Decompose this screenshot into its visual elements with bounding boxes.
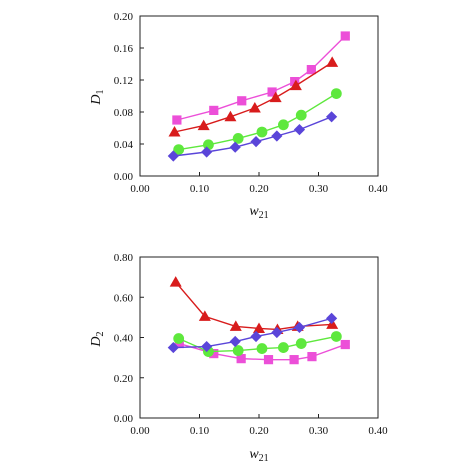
y-tick-label: 0.20 [114,373,134,385]
diamond-marker [250,136,262,148]
triangle-series [169,276,339,334]
square-marker [209,105,219,115]
chart-panel-1: 0.00 0.10 0.20 0.30 0.40 0.00 0.04 0.08 0.12 0.16… [89,11,388,221]
y-tick-label: 0.08 [114,107,134,119]
square-series [172,31,350,125]
x-tick-label: 0.40 [368,183,388,195]
x-tick-label: 0.00 [130,425,150,437]
y-tick-label: 0.40 [114,333,134,345]
chart-panel-2: 0.00 0.10 0.20 0.30 0.40 0.00 0.20 0.40 0.60 0.80… [89,252,388,464]
square-marker [236,354,246,364]
x-tick-label: 0.00 [130,183,150,195]
series-line [173,317,332,349]
triangle-marker [253,322,265,333]
square-marker [306,65,316,75]
y-tick-label: 0.16 [114,43,134,55]
diamond-marker [250,330,262,343]
x-axis-label: w21 [249,204,268,221]
circle-series [173,331,342,357]
square-marker [340,31,350,41]
square-marker [289,355,299,365]
x-tick-label: 0.20 [249,425,269,437]
x-tick-label: 0.20 [249,183,269,195]
y-tick-label: 0.00 [114,171,134,183]
square-marker [263,355,274,365]
triangle-marker [269,91,282,103]
circle-marker [173,333,185,344]
square-marker [209,349,219,359]
triangle-marker [169,276,182,287]
circle-marker [277,119,289,131]
diamond-marker [293,321,306,334]
circle-marker [232,133,244,144]
circle-marker [330,331,342,342]
x-tick-label: 0.30 [309,183,329,195]
x-tick-label: 0.10 [190,425,210,437]
diamond-marker [325,111,338,123]
triangle-marker [326,56,339,67]
diamond-marker [229,335,241,348]
diamond-marker [229,141,241,153]
series-line [175,281,333,331]
diamond-marker [167,150,179,162]
circle-marker [295,109,307,121]
diamond-marker [201,340,213,353]
triangle-marker [248,102,261,113]
diamond-marker [325,312,338,324]
square-marker [340,339,350,350]
y-tick-label: 0.60 [114,292,134,304]
diamond-marker [167,341,179,354]
triangle-marker [197,119,210,131]
square-marker [172,115,182,125]
y-tick-label: 0.20 [114,11,134,23]
y-axis-label-subscript: 1 [95,89,106,94]
diamond-marker [271,130,283,142]
triangle-marker [198,310,211,321]
y-tick-label: 0.80 [114,252,134,264]
x-tick-label: 0.40 [368,425,388,437]
triangle-series [168,56,339,137]
y-axis-label: D1 [89,89,106,105]
triangle-marker [229,320,242,331]
triangle-marker [326,318,339,329]
diamond-marker [201,146,213,158]
diamond-marker [293,124,306,136]
circle-marker [295,338,307,349]
y-axis-label: D2 [89,331,106,347]
circle-marker [173,144,185,156]
diamond-marker [271,326,283,339]
series-line [173,116,332,157]
circle-marker [277,342,289,353]
x-axis-label: w21 [249,447,268,464]
circle-marker [256,126,268,138]
x-axis-label-subscript: 21 [259,453,269,464]
square-marker [237,96,247,106]
triangle-marker [289,79,302,91]
diamond-series [167,111,338,162]
square-marker [290,77,300,87]
y-tick-label: 0.04 [114,139,134,151]
triangle-marker [168,126,181,137]
square-marker [307,352,317,362]
triangle-marker [224,110,237,122]
y-tick-label: 0.12 [114,75,133,87]
x-tick-label: 0.30 [309,425,329,437]
circle-marker [256,343,268,354]
y-axis-label-subscript: 2 [95,331,106,336]
circle-series [173,88,342,156]
diamond-series [167,312,338,354]
square-marker [267,87,277,97]
series-line [176,35,346,121]
y-tick-label: 0.00 [114,413,134,425]
circle-marker [330,88,342,99]
circle-marker [232,345,244,356]
x-axis-label-subscript: 21 [259,210,269,221]
x-tick-label: 0.10 [190,183,210,195]
